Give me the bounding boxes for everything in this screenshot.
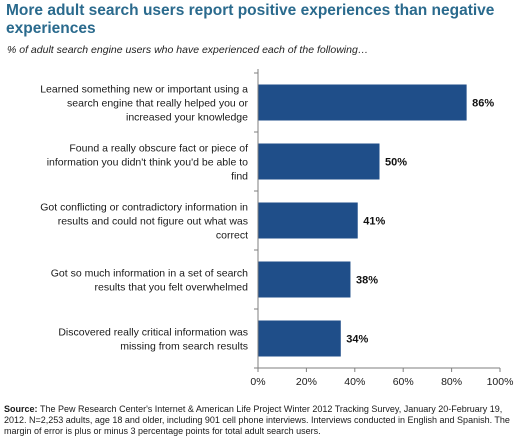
value-label: 50%: [385, 157, 407, 169]
chart-title: More adult search users report positive …: [6, 2, 495, 37]
category-label: find: [231, 171, 248, 183]
category-label: Got so much information in a set of sear…: [51, 268, 248, 280]
x-tick-label: 0%: [250, 376, 265, 388]
x-tick-label: 60%: [393, 376, 414, 388]
category-label: results and could not figure out what wa…: [58, 216, 248, 228]
value-label: 86%: [472, 98, 494, 110]
value-label: 41%: [363, 216, 385, 228]
category-label: correct: [216, 230, 248, 242]
x-tick-label: 80%: [441, 376, 462, 388]
category-label: Got conflicting or contradictory informa…: [40, 202, 248, 214]
x-tick-label: 100%: [487, 376, 514, 388]
chart-subtitle: % of adult search engine users who have …: [7, 44, 369, 56]
category-label: information you didn't think you'd be ab…: [47, 157, 248, 169]
category-label: Learned something new or important using…: [40, 84, 248, 96]
bar-chart: 0% 20% 40% 60% 80% 100% 86% Learned something n…: [40, 69, 514, 388]
bar: [258, 320, 341, 357]
bar: [258, 202, 358, 239]
source-label: Source:: [4, 404, 38, 414]
category-label: Found a really obscure fact or piece of: [69, 143, 248, 155]
x-tick-label: 40%: [344, 376, 365, 388]
x-tick-label: 20%: [296, 376, 317, 388]
category-label: missing from search results: [120, 341, 248, 353]
source-note: Source: The Pew Research Center's Intern…: [4, 404, 523, 437]
value-label: 38%: [356, 275, 378, 287]
bar: [258, 143, 380, 180]
category-label: Discovered really critical information w…: [58, 327, 248, 339]
category-label: increased your knowledge: [126, 112, 248, 124]
category-label: search engine that really helped you or: [67, 98, 248, 110]
category-label: results that you felt overwhelmed: [95, 282, 249, 294]
value-label: 34%: [346, 334, 368, 346]
bar: [258, 261, 351, 298]
bar: [258, 84, 467, 121]
source-text: The Pew Research Center's Internet & Ame…: [4, 404, 510, 436]
